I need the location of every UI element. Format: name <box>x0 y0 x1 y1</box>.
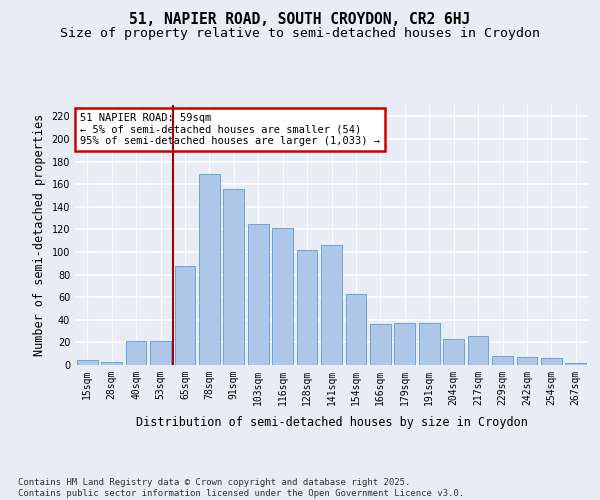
Bar <box>77 360 98 365</box>
Bar <box>296 250 317 365</box>
Bar <box>541 358 562 365</box>
Bar <box>175 266 196 365</box>
Bar <box>223 188 244 365</box>
Text: Size of property relative to semi-detached houses in Croydon: Size of property relative to semi-detach… <box>60 28 540 40</box>
Bar <box>125 342 146 365</box>
Bar <box>394 323 415 365</box>
Bar <box>346 294 367 365</box>
Bar <box>565 362 586 365</box>
Bar <box>419 323 440 365</box>
Bar <box>101 362 122 365</box>
Text: Contains HM Land Registry data © Crown copyright and database right 2025.
Contai: Contains HM Land Registry data © Crown c… <box>18 478 464 498</box>
X-axis label: Distribution of semi-detached houses by size in Croydon: Distribution of semi-detached houses by … <box>136 416 527 429</box>
Bar <box>443 339 464 365</box>
Bar <box>370 324 391 365</box>
Bar <box>492 356 513 365</box>
Bar <box>517 357 538 365</box>
Bar <box>199 174 220 365</box>
Text: 51, NAPIER ROAD, SOUTH CROYDON, CR2 6HJ: 51, NAPIER ROAD, SOUTH CROYDON, CR2 6HJ <box>130 12 470 28</box>
Bar <box>467 336 488 365</box>
Text: 51 NAPIER ROAD: 59sqm
← 5% of semi-detached houses are smaller (54)
95% of semi-: 51 NAPIER ROAD: 59sqm ← 5% of semi-detac… <box>80 113 380 146</box>
Y-axis label: Number of semi-detached properties: Number of semi-detached properties <box>33 114 46 356</box>
Bar <box>272 228 293 365</box>
Bar <box>321 245 342 365</box>
Bar <box>248 224 269 365</box>
Bar <box>150 342 171 365</box>
